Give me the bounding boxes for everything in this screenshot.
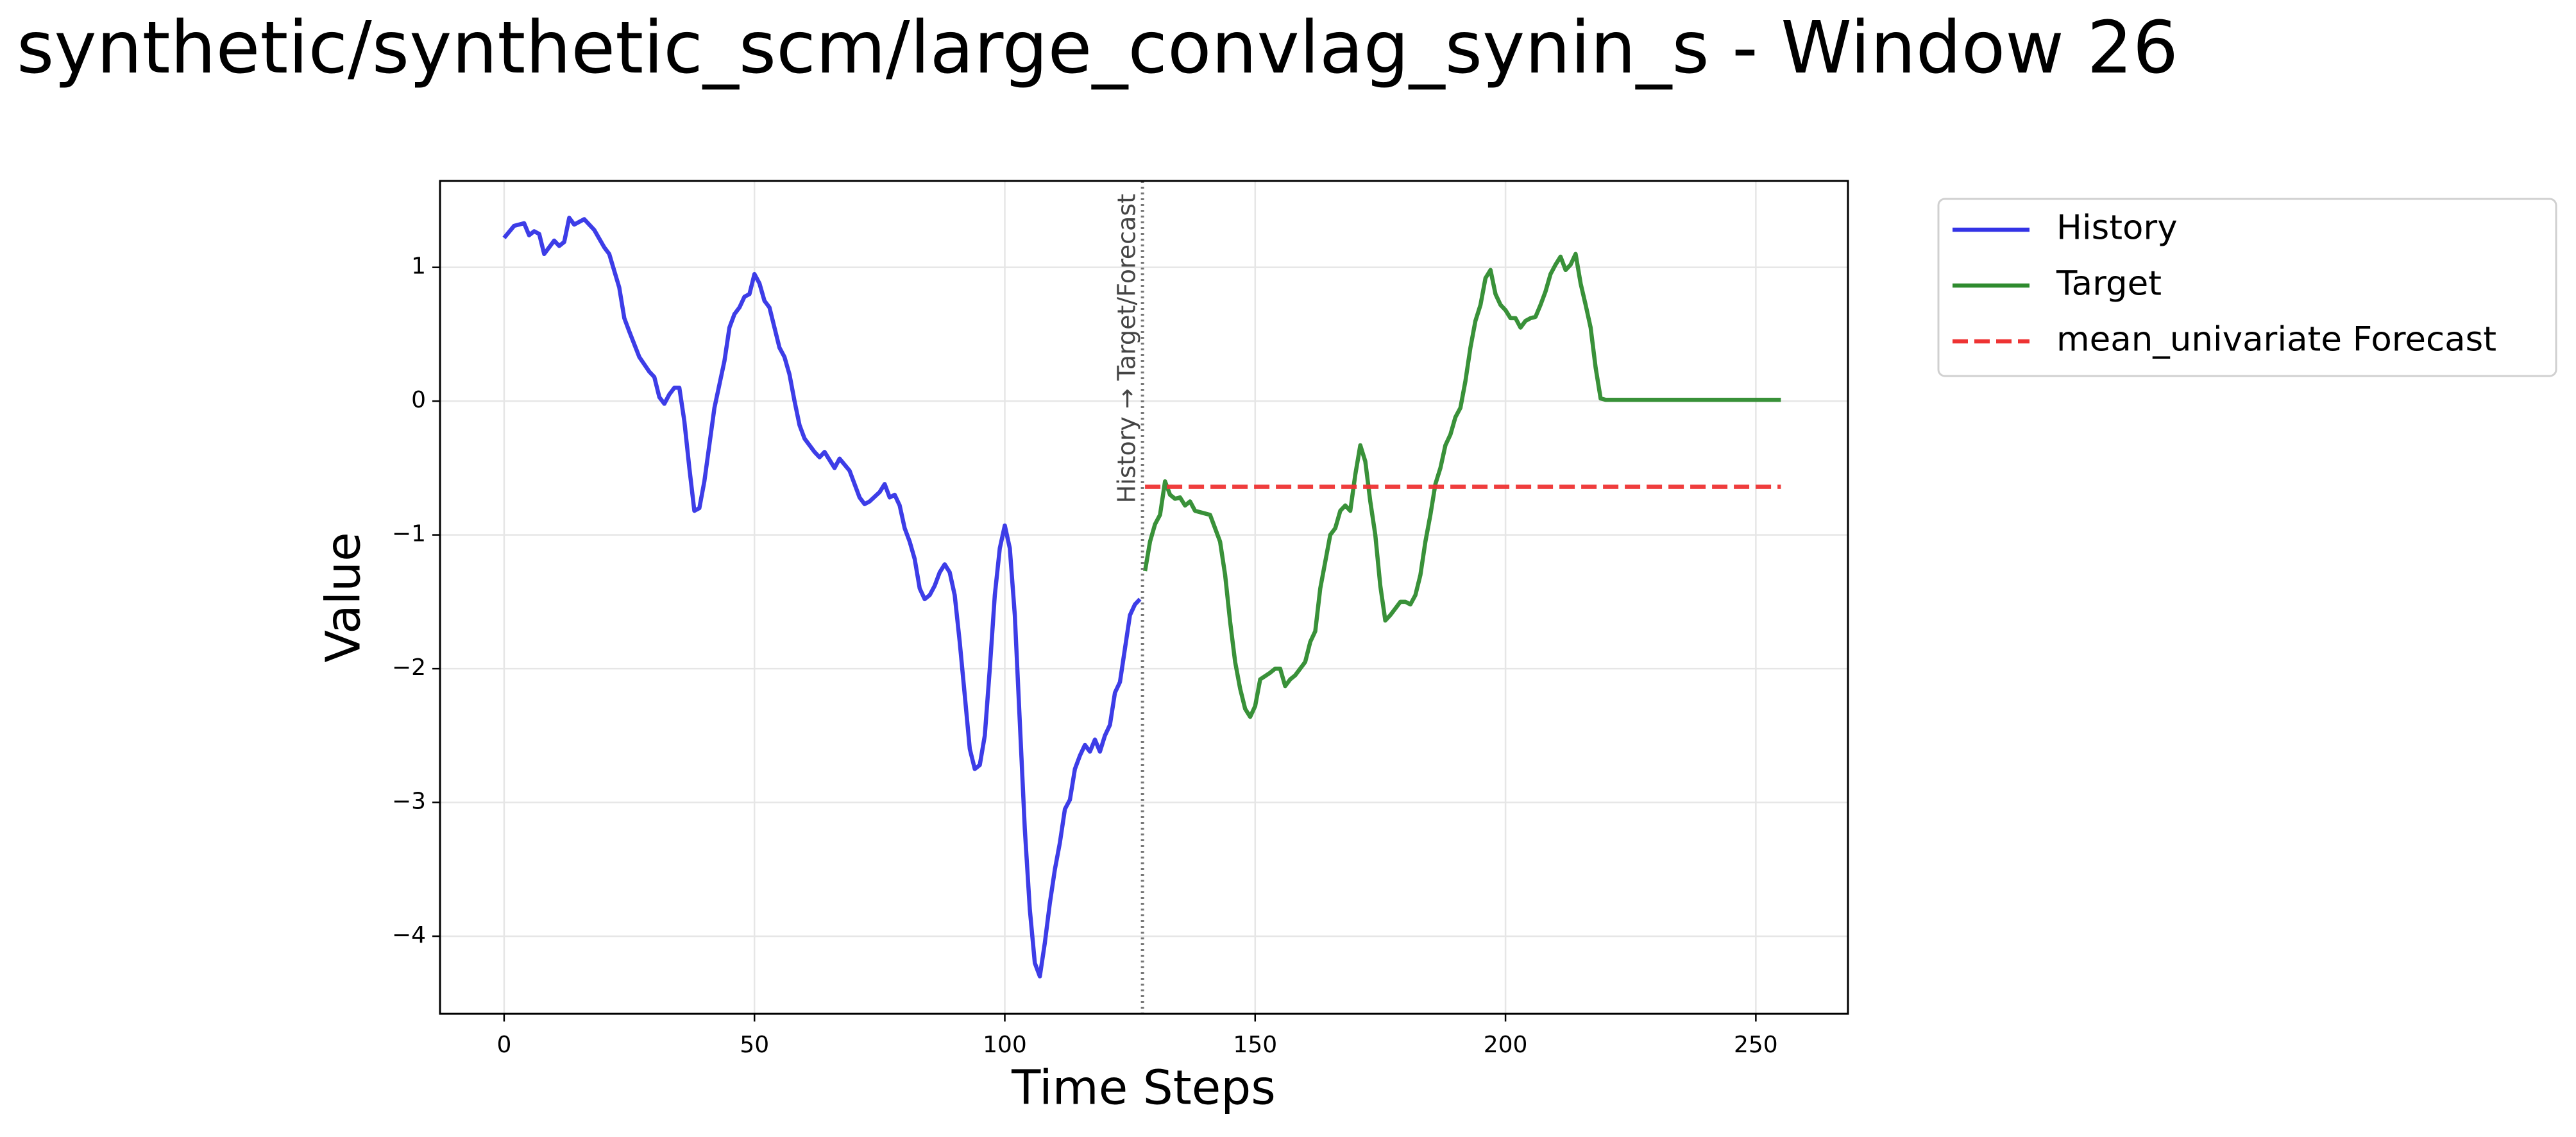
legend-box: [1937, 198, 2557, 377]
y-tick-label: −2: [392, 654, 426, 681]
legend-label: mean_univariate Forecast: [2056, 320, 2496, 359]
x-tick-label: 250: [1734, 1032, 1778, 1058]
y-tick-label: 1: [411, 253, 426, 280]
chart-title: synthetic/synthetic_scm/large_convlag_sy…: [17, 6, 2178, 90]
y-tick-label: 0: [411, 387, 426, 413]
plot-frame: [439, 180, 1849, 1015]
legend-label: History: [2056, 209, 2178, 248]
series-line: [1142, 252, 1781, 719]
x-axis-label: Time Steps: [1011, 1061, 1276, 1116]
y-tick-label: −3: [392, 789, 426, 815]
x-tick-label: 50: [740, 1032, 769, 1058]
y-tick-label: −4: [392, 922, 426, 948]
annotation: History → Target/Forecast: [1113, 194, 1141, 503]
x-tick-label: 0: [496, 1032, 511, 1058]
x-tick-label: 100: [983, 1032, 1027, 1058]
series-line: [502, 216, 1142, 979]
y-tick-label: −1: [392, 521, 426, 547]
legend-label: Target: [2056, 264, 2162, 303]
x-tick-label: 200: [1484, 1032, 1528, 1058]
x-tick-label: 150: [1233, 1032, 1277, 1058]
y-axis-label: Value: [316, 532, 371, 662]
